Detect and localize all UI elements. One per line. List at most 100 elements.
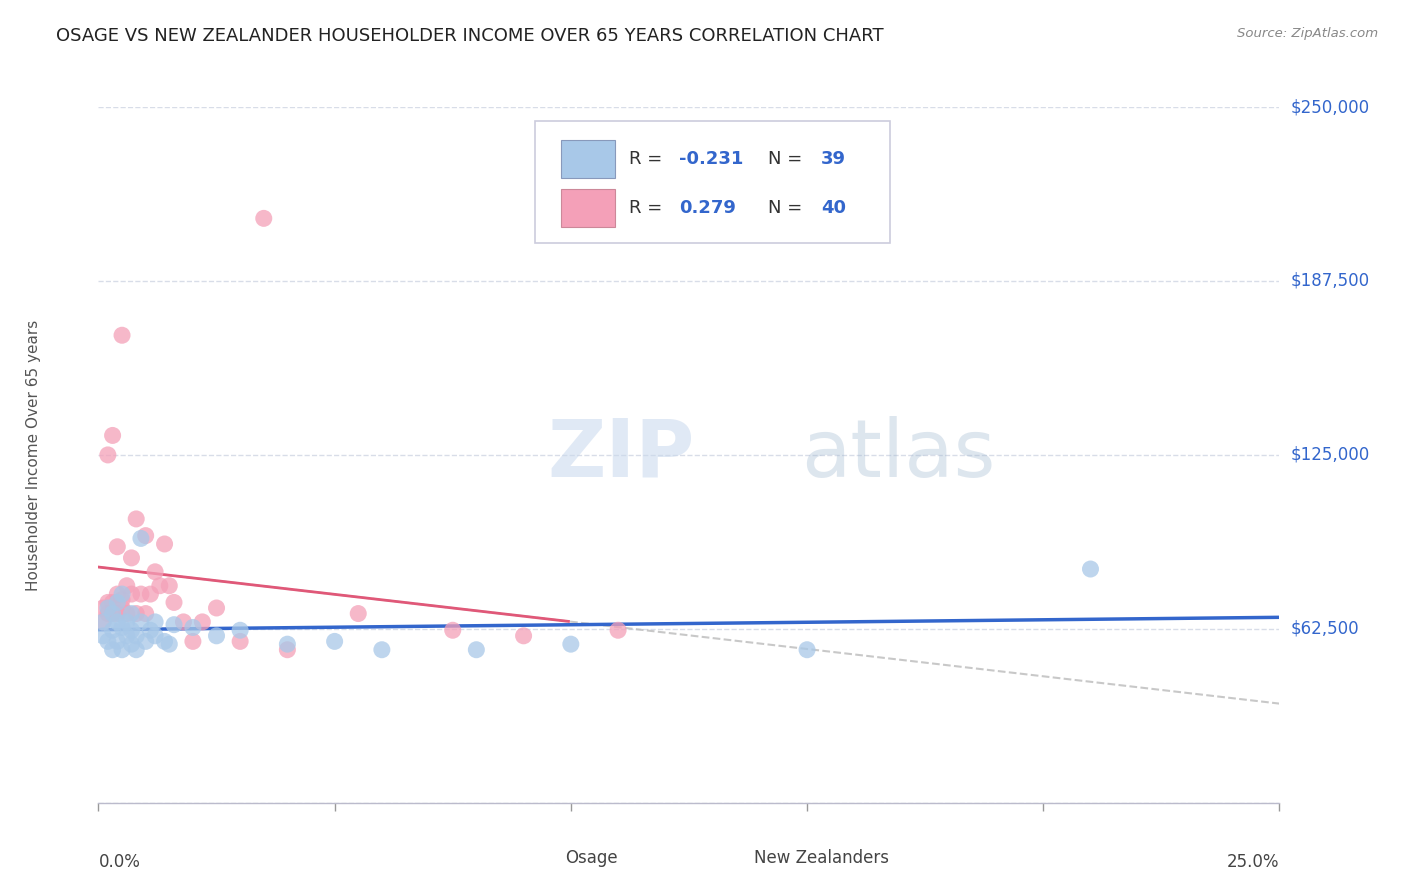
Point bbox=[121, 637, 143, 651]
Point bbox=[135, 528, 157, 542]
Text: 39: 39 bbox=[821, 150, 846, 169]
Point bbox=[105, 607, 128, 621]
Point bbox=[91, 601, 114, 615]
Point bbox=[97, 607, 120, 621]
Point bbox=[111, 620, 134, 634]
Point bbox=[371, 642, 394, 657]
Text: N =: N = bbox=[768, 199, 808, 217]
Point bbox=[121, 624, 143, 638]
Text: $125,000: $125,000 bbox=[1291, 446, 1369, 464]
Point bbox=[125, 512, 148, 526]
Text: $62,500: $62,500 bbox=[1291, 620, 1360, 638]
Point bbox=[205, 629, 228, 643]
Text: 0.0%: 0.0% bbox=[98, 853, 141, 871]
Point bbox=[91, 615, 114, 629]
Point bbox=[115, 607, 138, 621]
Bar bbox=[700, 848, 745, 871]
Point bbox=[143, 615, 166, 629]
Text: Source: ZipAtlas.com: Source: ZipAtlas.com bbox=[1237, 27, 1378, 40]
Text: 40: 40 bbox=[821, 199, 846, 217]
Point bbox=[143, 629, 166, 643]
Text: N =: N = bbox=[768, 150, 808, 169]
Point bbox=[111, 642, 134, 657]
Point bbox=[91, 629, 114, 643]
Point bbox=[101, 607, 124, 621]
Point bbox=[105, 634, 128, 648]
Point bbox=[129, 532, 152, 546]
Point bbox=[105, 540, 128, 554]
Point bbox=[97, 634, 120, 648]
Point bbox=[205, 601, 228, 615]
Point bbox=[191, 615, 214, 629]
Point bbox=[111, 601, 134, 615]
Point bbox=[129, 587, 152, 601]
Point bbox=[149, 579, 172, 593]
Text: Osage: Osage bbox=[565, 849, 617, 867]
Point bbox=[157, 579, 180, 593]
Point bbox=[115, 579, 138, 593]
Point bbox=[607, 624, 630, 638]
Point bbox=[105, 587, 128, 601]
Bar bbox=[512, 848, 557, 871]
Point bbox=[139, 587, 162, 601]
Point bbox=[97, 601, 120, 615]
Point bbox=[115, 615, 138, 629]
Point bbox=[347, 607, 370, 621]
Point bbox=[135, 607, 157, 621]
Text: -0.231: -0.231 bbox=[679, 150, 744, 169]
Point bbox=[163, 595, 186, 609]
Point bbox=[157, 637, 180, 651]
Point bbox=[441, 624, 464, 638]
Point bbox=[1080, 562, 1102, 576]
Point bbox=[181, 634, 204, 648]
Point bbox=[153, 537, 176, 551]
Point bbox=[101, 607, 124, 621]
Point bbox=[115, 629, 138, 643]
Point bbox=[139, 624, 162, 638]
Text: 0.279: 0.279 bbox=[679, 199, 737, 217]
Point bbox=[229, 624, 252, 638]
Point bbox=[143, 565, 166, 579]
Point bbox=[105, 595, 128, 609]
FancyBboxPatch shape bbox=[536, 121, 890, 243]
Bar bbox=[561, 140, 614, 178]
Bar bbox=[561, 189, 614, 227]
Point bbox=[125, 629, 148, 643]
Point bbox=[121, 607, 143, 621]
Point bbox=[229, 634, 252, 648]
Point bbox=[153, 634, 176, 648]
Point bbox=[125, 642, 148, 657]
Point bbox=[101, 595, 124, 609]
Point bbox=[111, 328, 134, 343]
Point bbox=[253, 211, 276, 226]
Point bbox=[97, 595, 120, 609]
Point bbox=[125, 607, 148, 621]
Text: atlas: atlas bbox=[801, 416, 995, 494]
Point bbox=[796, 642, 818, 657]
Text: R =: R = bbox=[628, 199, 673, 217]
Point bbox=[512, 629, 534, 643]
Text: R =: R = bbox=[628, 150, 668, 169]
Point bbox=[101, 428, 124, 442]
Point bbox=[101, 624, 124, 638]
Point bbox=[105, 615, 128, 629]
Point bbox=[163, 617, 186, 632]
Point bbox=[121, 587, 143, 601]
Point bbox=[135, 634, 157, 648]
Point bbox=[560, 637, 582, 651]
Point bbox=[276, 637, 298, 651]
Point bbox=[121, 550, 143, 565]
Point bbox=[97, 448, 120, 462]
Point bbox=[91, 615, 114, 629]
Text: $250,000: $250,000 bbox=[1291, 98, 1369, 116]
Point bbox=[172, 615, 194, 629]
Point bbox=[129, 615, 152, 629]
Point bbox=[323, 634, 346, 648]
Text: OSAGE VS NEW ZEALANDER HOUSEHOLDER INCOME OVER 65 YEARS CORRELATION CHART: OSAGE VS NEW ZEALANDER HOUSEHOLDER INCOM… bbox=[56, 27, 884, 45]
Text: ZIP: ZIP bbox=[547, 416, 695, 494]
Point bbox=[111, 592, 134, 607]
Text: Householder Income Over 65 years: Householder Income Over 65 years bbox=[25, 319, 41, 591]
Point bbox=[181, 620, 204, 634]
Point bbox=[111, 587, 134, 601]
Point bbox=[276, 642, 298, 657]
